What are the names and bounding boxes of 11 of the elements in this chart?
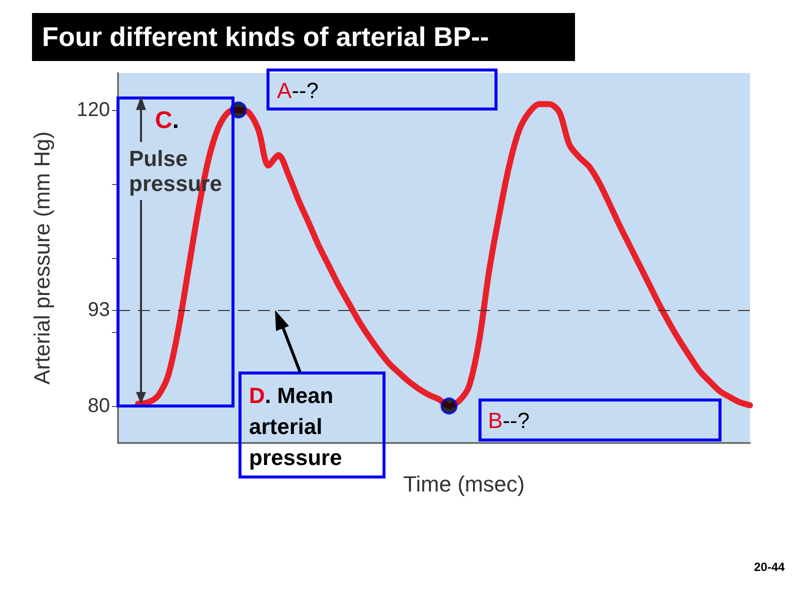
x-axis-title: Time (msec)	[403, 472, 525, 496]
chart-title: Four different kinds of arterial BP--	[32, 13, 575, 61]
text: 20-44	[754, 560, 785, 574]
annotation: B--?	[488, 408, 530, 434]
annotation: D. Mean arterial pressure	[249, 382, 343, 472]
annotation: C.	[155, 107, 180, 135]
annotation: A--?	[277, 78, 319, 104]
y-tick-label: 80	[88, 395, 110, 417]
y-tick-label: 93	[88, 298, 110, 321]
y-axis-title: Arterial pressure (mm Hg)	[30, 131, 54, 385]
y-tick-label: 120	[76, 99, 110, 121]
